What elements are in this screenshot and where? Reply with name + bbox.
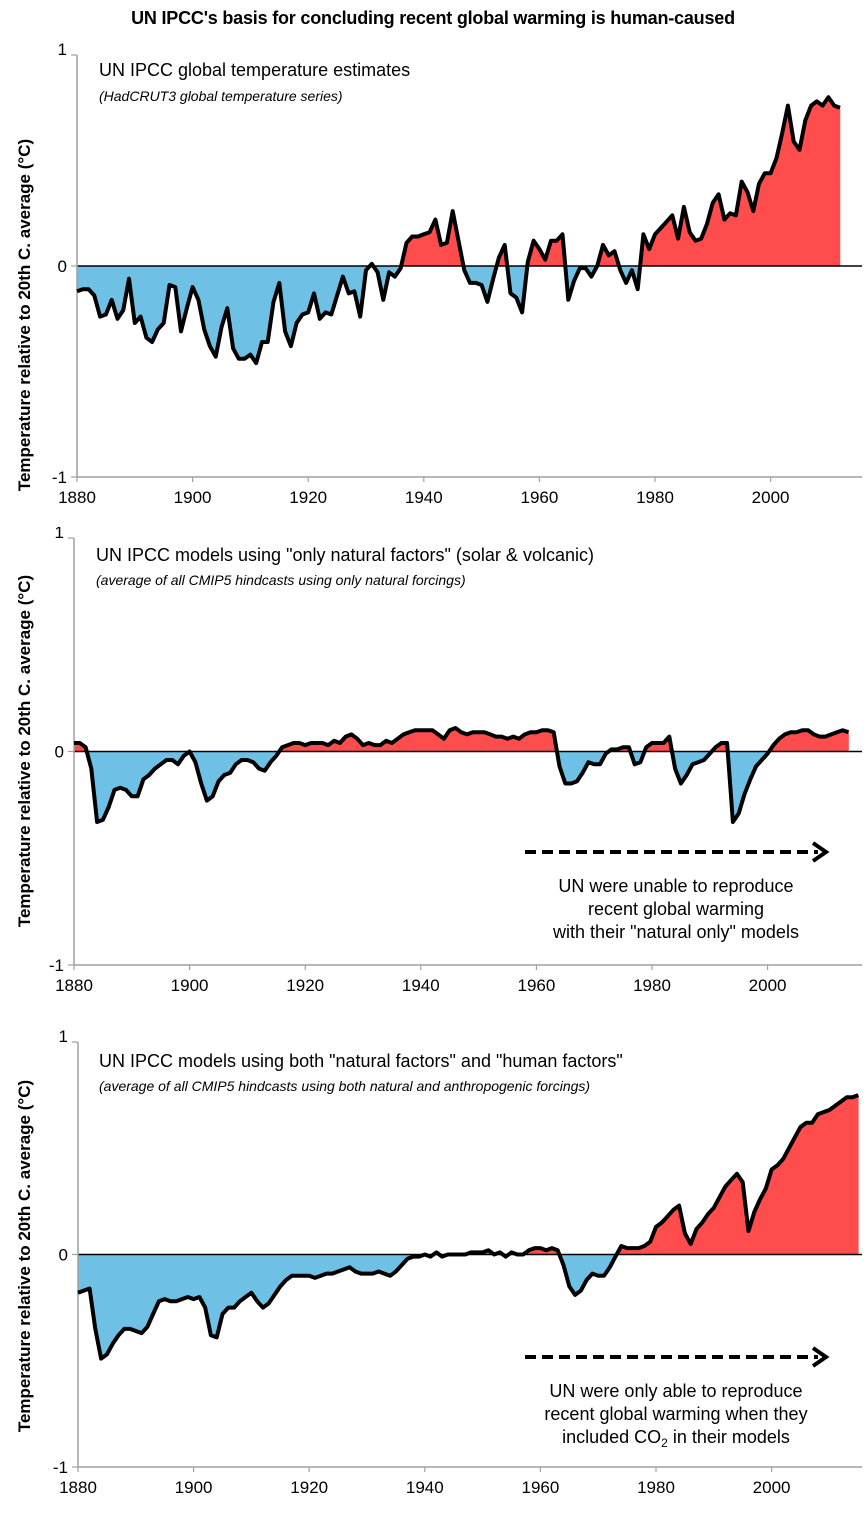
page-title: UN IPCC's basis for concluding recent gl… [131, 8, 735, 28]
y-tick-label: 0 [55, 743, 64, 762]
y-tick-label: -1 [49, 956, 64, 975]
annotation-line: recent global warming [588, 899, 764, 919]
x-tick-label: 1960 [520, 488, 558, 507]
x-tick-label: 1880 [59, 1478, 97, 1497]
panel-title: UN IPCC global temperature estimates [99, 60, 410, 80]
x-tick-label: 1980 [636, 488, 674, 507]
annotation-line: UN were only able to reproduce [549, 1381, 802, 1401]
y-axis-label: Temperature relative to 20th C. average … [15, 139, 34, 491]
x-tick-label: 1900 [174, 488, 212, 507]
y-axis-label: Temperature relative to 20th C. average … [15, 575, 34, 927]
y-axis-label: Temperature relative to 20th C. average … [15, 1080, 34, 1432]
series-line [76, 95, 841, 366]
x-tick-label: 1980 [637, 1478, 675, 1497]
x-tick-label: 1900 [175, 1478, 213, 1497]
y-tick-label: 1 [59, 1030, 68, 1046]
y-tick-label: 1 [55, 527, 64, 542]
chart-panel-hadcrut3: Temperature relative to 20th C. average … [15, 40, 862, 507]
chart-panel-natural-and-human: Temperature relative to 20th C. average … [15, 1030, 862, 1497]
series-line [77, 1093, 860, 1361]
x-tick-label: 1960 [521, 1478, 559, 1497]
panel-subtitle: (average of all CMIP5 hindcasts using on… [96, 572, 466, 588]
panel-title: UN IPCC models using both "natural facto… [99, 1051, 623, 1071]
x-tick-label: 1940 [402, 976, 440, 995]
chart-panel-natural-only: Temperature relative to 20th C. average … [15, 527, 862, 995]
x-tick-label: 1880 [55, 976, 93, 995]
panel-title: UN IPCC models using "only natural facto… [96, 545, 594, 565]
x-tick-label: 1920 [290, 1478, 328, 1497]
positive-anomaly-area [432, 1094, 859, 1255]
negative-anomaly-area [86, 751, 770, 823]
x-tick-label: 1920 [289, 488, 327, 507]
y-tick-label: 0 [59, 1246, 68, 1265]
panel-subtitle: (average of all CMIP5 hindcasts using bo… [99, 1078, 590, 1094]
dashed-arrow [525, 1346, 830, 1368]
annotation-line: recent global warming when they [544, 1404, 807, 1424]
y-tick-label: -1 [53, 1458, 68, 1477]
panel-subtitle: (HadCRUT3 global temperature series) [99, 88, 343, 104]
x-tick-label: 2000 [752, 488, 790, 507]
annotation-line: UN were unable to reproduce [558, 876, 793, 896]
annotation-line: included CO2 in their models [562, 1427, 790, 1450]
x-tick-label: 1980 [633, 976, 671, 995]
x-tick-label: 1900 [171, 976, 209, 995]
y-tick-label: 0 [58, 257, 67, 276]
y-tick-label: 1 [58, 40, 67, 59]
x-tick-label: 1960 [517, 976, 555, 995]
dashed-arrow [525, 841, 830, 863]
x-tick-label: 1880 [58, 488, 96, 507]
annotation-line: with their "natural only" models [552, 922, 799, 942]
series-line [74, 726, 850, 824]
x-tick-label: 1940 [406, 1478, 444, 1497]
x-tick-label: 2000 [753, 1478, 791, 1497]
x-tick-label: 2000 [749, 976, 787, 995]
x-tick-label: 1940 [405, 488, 443, 507]
x-tick-label: 1920 [286, 976, 324, 995]
y-tick-label: -1 [52, 468, 67, 487]
